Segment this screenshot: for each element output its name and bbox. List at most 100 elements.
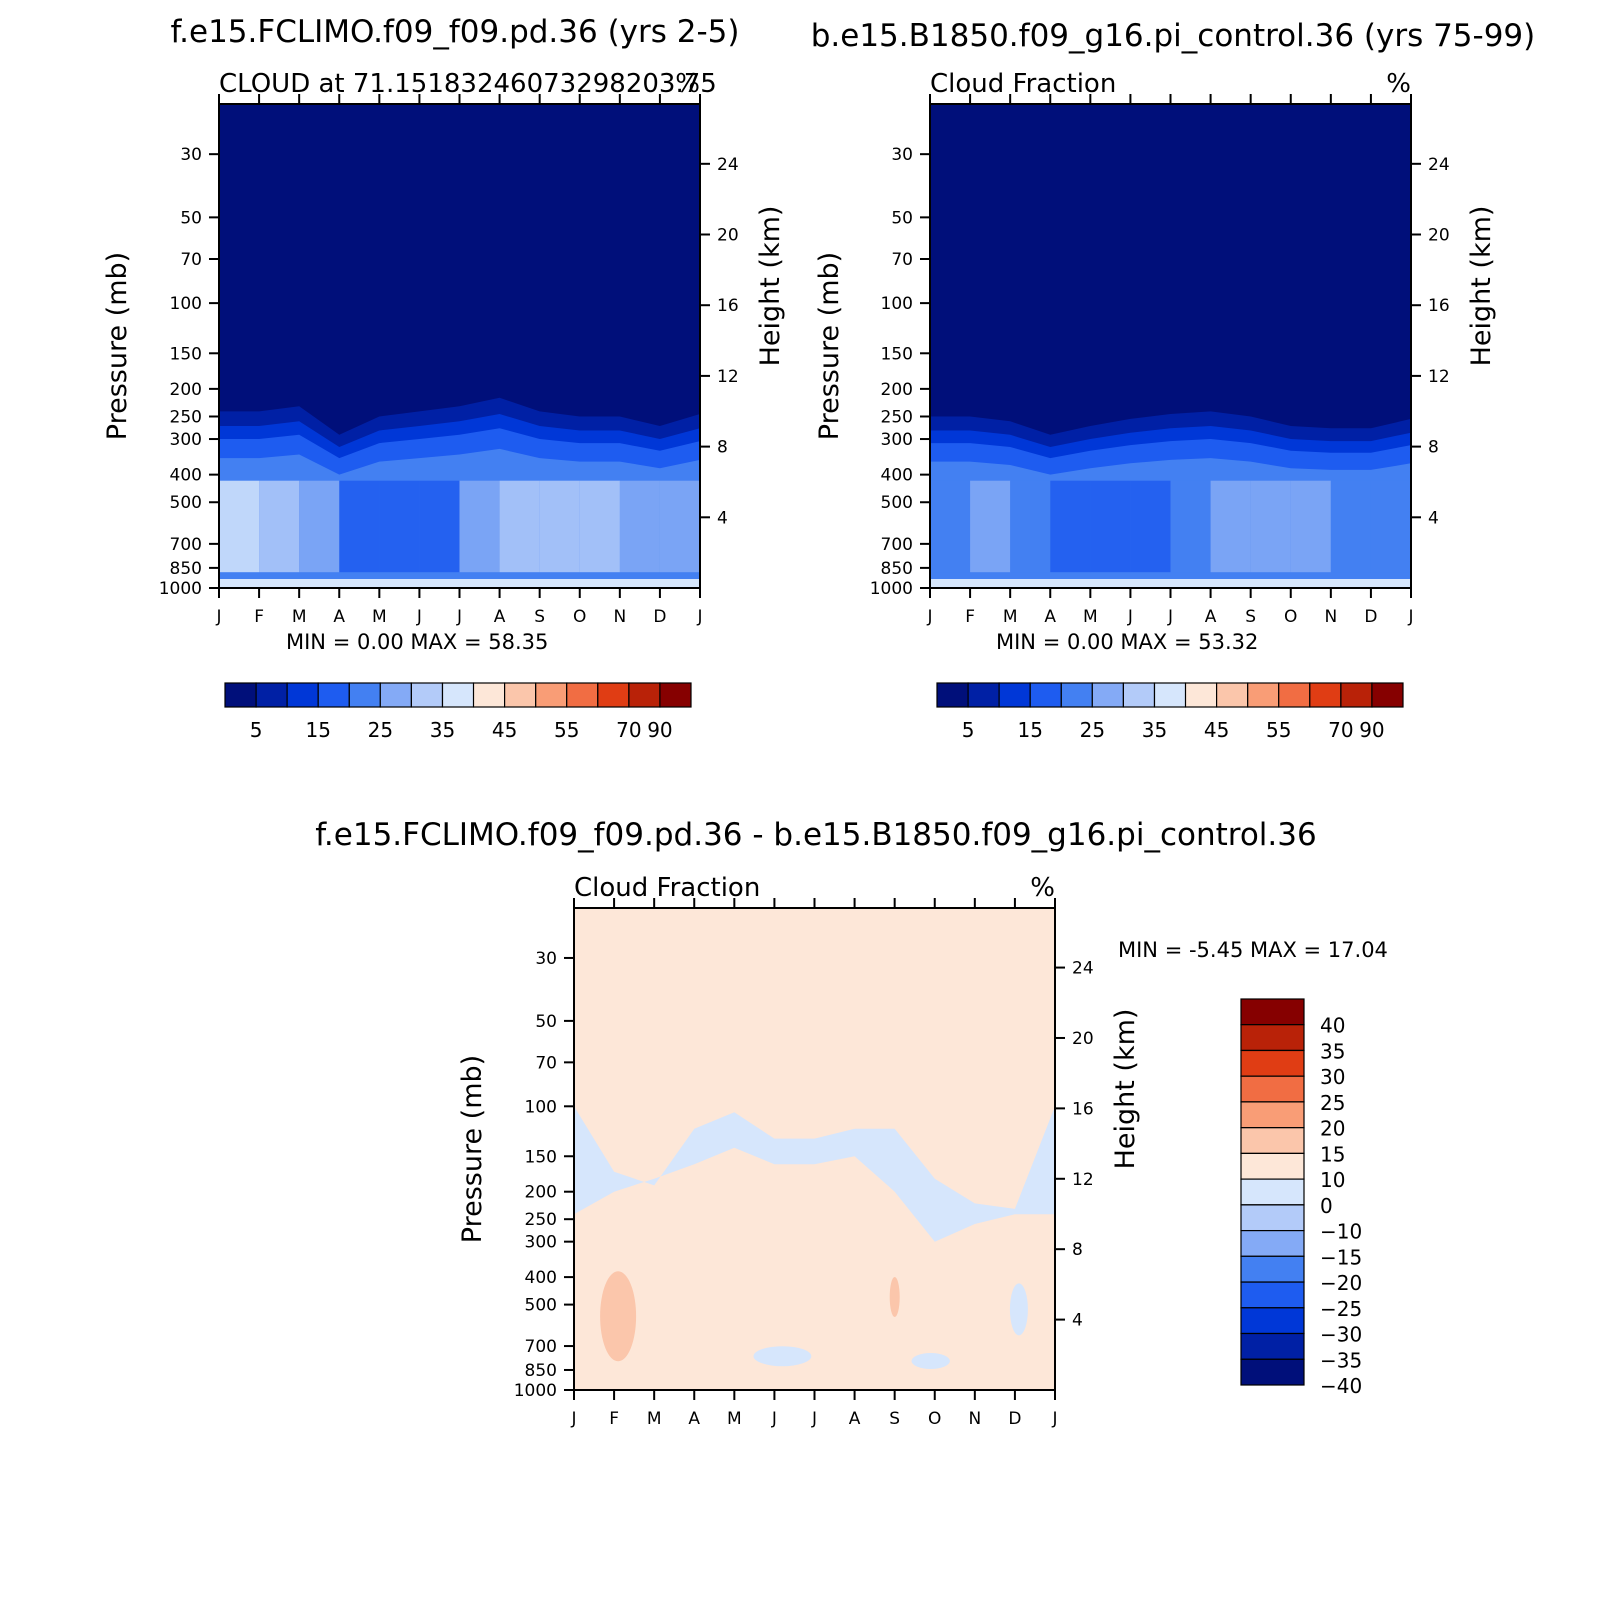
contour-band-month-0 bbox=[219, 480, 260, 573]
y-tick-label: 50 bbox=[180, 208, 202, 228]
colorbar-swatch bbox=[1240, 1178, 1305, 1206]
min-max-label: MIN = 0.00 MAX = 53.32 bbox=[996, 630, 1258, 654]
y-tick-label: 700 bbox=[170, 535, 202, 555]
x-tick-label: N bbox=[968, 1409, 981, 1429]
colorbar-label: 10 bbox=[1320, 1168, 1345, 1192]
colorbar-swatch bbox=[1309, 682, 1342, 708]
colorbar-swatch bbox=[535, 682, 568, 708]
x-tick-label: J bbox=[1051, 1409, 1057, 1429]
contour-band-month-1 bbox=[970, 480, 1011, 573]
colorbar-swatch bbox=[1240, 1307, 1305, 1335]
y-tick-label: 30 bbox=[180, 145, 202, 165]
colorbar-swatch bbox=[1240, 1101, 1305, 1129]
x-tick-label: F bbox=[609, 1409, 619, 1429]
y-tick-label: 850 bbox=[881, 559, 913, 579]
colorbar-swatch bbox=[967, 682, 1000, 708]
y-right-axis-label: Height (km) bbox=[1110, 1009, 1141, 1170]
panel-pd-cloud: J F M A M J J A S O N D J 30 50 70 100 150 200 250 300 400 500… bbox=[102, 14, 786, 742]
contour-band-pos-10-15-b bbox=[889, 1277, 900, 1317]
y-tick-label: 70 bbox=[535, 1053, 557, 1073]
colorbar-swatch bbox=[659, 682, 692, 708]
y-tick-label: 250 bbox=[170, 407, 202, 427]
colorbar-swatch bbox=[1060, 682, 1094, 708]
y-right-tick-label: 20 bbox=[1428, 226, 1450, 246]
colorbar-label: 55 bbox=[554, 718, 579, 742]
x-tick-label: J bbox=[570, 1409, 576, 1429]
colorbar-swatch bbox=[1184, 682, 1218, 708]
y-tick-label: 500 bbox=[881, 493, 913, 513]
panel-subtitle: Cloud Fraction bbox=[574, 873, 760, 903]
contour-band-month-0 bbox=[930, 480, 971, 573]
colorbar-label: 70 bbox=[616, 718, 641, 742]
colorbar-label: 15 bbox=[305, 718, 330, 742]
y-tick-label: 1000 bbox=[870, 579, 913, 599]
y-tick-label: 850 bbox=[525, 1361, 557, 1381]
y-tick-label: 150 bbox=[525, 1147, 557, 1167]
contour-band-neg-mid bbox=[1009, 1283, 1028, 1336]
colorbar-swatch bbox=[379, 682, 412, 708]
colorbar-swatch bbox=[1240, 1358, 1305, 1386]
x-tick-label: J bbox=[1127, 607, 1133, 627]
colorbar-label: 35 bbox=[1142, 718, 1167, 742]
x-tick-label: A bbox=[1044, 607, 1056, 627]
y-tick-label: 100 bbox=[881, 294, 913, 314]
y-tick-label: 100 bbox=[525, 1097, 557, 1117]
colorbar-label: 5 bbox=[250, 718, 263, 742]
x-tick-label: A bbox=[849, 1409, 861, 1429]
contour-band-month-3 bbox=[339, 480, 380, 573]
panel-unit: % bbox=[1386, 69, 1411, 99]
colorbar-label: 15 bbox=[1320, 1142, 1345, 1166]
panel-title: f.e15.FCLIMO.f09_f09.pd.36 (yrs 2-5) bbox=[170, 14, 739, 50]
y-right-tick-label: 12 bbox=[1428, 367, 1450, 387]
y-tick-label: 250 bbox=[525, 1210, 557, 1230]
y-right-tick-label: 24 bbox=[1428, 155, 1450, 175]
colorbar-swatch bbox=[628, 682, 661, 708]
colorbar-swatch bbox=[1240, 1229, 1305, 1257]
contour-band-month-4 bbox=[379, 480, 420, 573]
colorbar-swatch bbox=[441, 682, 475, 708]
x-tick-label: J bbox=[1167, 607, 1173, 627]
contour-band-month-2 bbox=[299, 480, 340, 573]
contour-band-month-8 bbox=[1250, 480, 1291, 573]
colorbar-label: −30 bbox=[1320, 1323, 1362, 1347]
y-tick-label: 30 bbox=[891, 145, 913, 165]
colorbar-label: 70 bbox=[1328, 718, 1353, 742]
contour-band-month-6 bbox=[1170, 480, 1211, 573]
panel-subtitle: CLOUD at 71.15183246073298203.75 bbox=[219, 69, 717, 99]
y-right-tick-label: 8 bbox=[1072, 1240, 1083, 1260]
colorbar-label: 30 bbox=[1320, 1065, 1345, 1089]
y-right-tick-label: 16 bbox=[1428, 296, 1450, 316]
y-tick-label: 50 bbox=[891, 208, 913, 228]
colorbar-swatch bbox=[1240, 1255, 1305, 1283]
colorbar-swatch bbox=[1240, 1152, 1305, 1180]
colorbar-label: 40 bbox=[1320, 1014, 1345, 1038]
colorbar-swatch bbox=[317, 682, 350, 708]
x-tick-label: J bbox=[771, 1409, 777, 1429]
colorbar-label: −25 bbox=[1320, 1297, 1362, 1321]
colorbar-swatch bbox=[1240, 1075, 1305, 1103]
colorbar-swatch bbox=[255, 682, 288, 708]
contour-band-month-7 bbox=[1210, 480, 1251, 573]
y-tick-label: 150 bbox=[170, 344, 202, 364]
panel-unit: % bbox=[675, 69, 700, 99]
y-right-tick-label: 12 bbox=[717, 367, 739, 387]
x-tick-label: F bbox=[965, 607, 975, 627]
x-tick-label: M bbox=[1083, 607, 1098, 627]
y-tick-label: 100 bbox=[170, 294, 202, 314]
panel-unit: % bbox=[1030, 873, 1055, 903]
y-right-tick-label: 16 bbox=[717, 296, 739, 316]
y-right-tick-label: 16 bbox=[1072, 1099, 1094, 1119]
y-tick-label: 70 bbox=[180, 250, 202, 270]
contour-band-month-11 bbox=[659, 480, 700, 573]
x-tick-label: J bbox=[456, 607, 462, 627]
colorbar-swatch bbox=[286, 682, 319, 708]
colorbar-label: 0 bbox=[1320, 1194, 1333, 1218]
panel-title: b.e15.B1850.f09_g16.pi_control.36 (yrs 7… bbox=[811, 18, 1536, 54]
x-tick-label: O bbox=[928, 1409, 941, 1429]
y-tick-label: 700 bbox=[881, 535, 913, 555]
contour-band-month-6 bbox=[459, 480, 500, 573]
y-tick-label: 150 bbox=[881, 344, 913, 364]
colorbar-label: −15 bbox=[1320, 1245, 1362, 1269]
colorbar-label: −20 bbox=[1320, 1271, 1362, 1295]
